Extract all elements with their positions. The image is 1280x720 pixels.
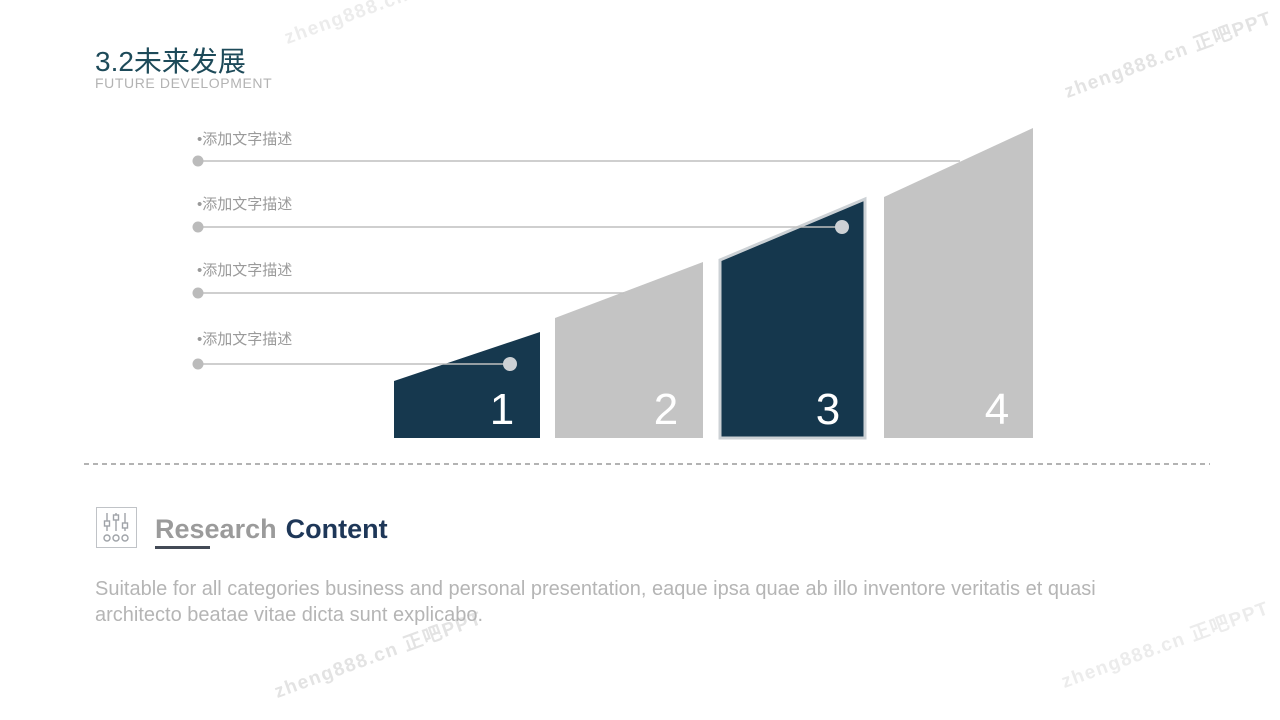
step-number-2: 2 <box>654 385 678 434</box>
step-bar-3 <box>718 196 867 440</box>
heading-underline <box>155 546 210 549</box>
section-heading: Research Content <box>155 514 388 545</box>
watermark: zheng888.cn 正吧PPT <box>1061 7 1276 103</box>
step-number-4: 4 <box>985 385 1009 434</box>
callout-label-3: •添加文字描述 <box>197 262 293 279</box>
callout-label-4: •添加文字描述 <box>197 331 293 348</box>
callout-start-dot-1 <box>192 155 204 167</box>
slide-subtitle: FUTURE DEVELOPMENT <box>95 75 273 91</box>
section-heading-dark: Content <box>285 514 388 544</box>
callout-end-dot-step1 <box>503 357 517 371</box>
watermark: zheng888.cn 正吧PPT <box>281 0 496 49</box>
step-bar-1 <box>394 332 540 438</box>
callout-start-dot-4 <box>192 358 204 370</box>
callout-start-dot-2 <box>192 221 204 233</box>
step-number-3: 3 <box>816 385 840 434</box>
callout-start-dot-3 <box>192 287 204 299</box>
slide-title: 3.2未来发展 <box>95 46 246 77</box>
step-bar-2 <box>555 262 703 438</box>
step-bar-4 <box>884 128 1033 438</box>
section-body-text: Suitable for all categories business and… <box>95 578 1096 626</box>
section-heading-light: Research <box>155 514 277 544</box>
callout-label-1: •添加文字描述 <box>197 131 293 148</box>
step-number-1: 1 <box>490 385 514 434</box>
callout-label-2: •添加文字描述 <box>197 196 293 213</box>
callout-end-dot-step3 <box>835 220 849 234</box>
equalizer-sliders-icon <box>96 507 137 548</box>
